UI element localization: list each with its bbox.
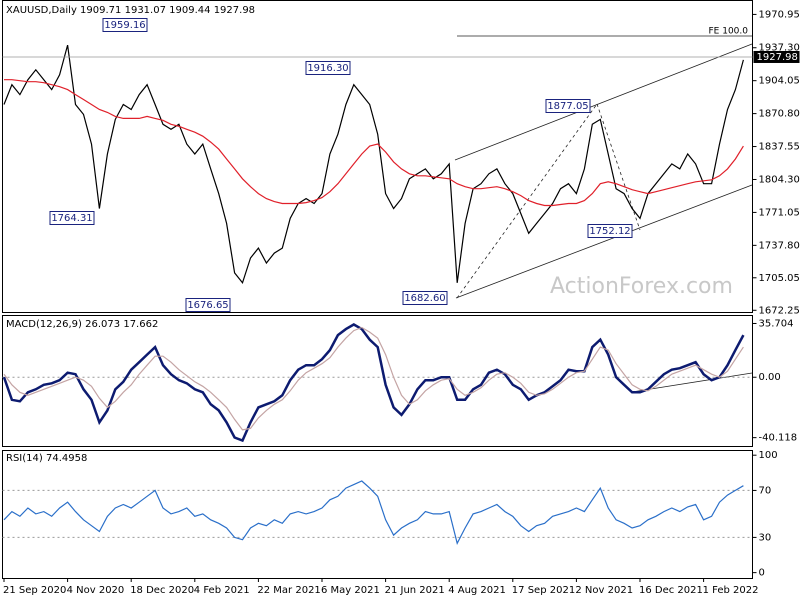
y-tick-label: 1870.80 [759,109,800,120]
x-tick-label: 2 Nov 2021 [575,585,633,596]
reading: 26.073 [85,319,120,330]
low: 1909.44 [169,5,210,16]
x-tick-label: 4 Nov 2020 [67,585,125,596]
y-tick-label: 30 [759,532,772,543]
x-tick-label: 16 Dec 2021 [639,585,703,596]
symbol: XAUUSD,Daily [6,5,77,16]
y-tick-label: 1672.25 [759,305,800,316]
x-tick-label: 4 Aug 2021 [448,585,506,596]
series-line [4,79,744,207]
annotation-box [185,298,231,312]
annotation-label: 1916.30 [307,63,348,74]
series-line [2,323,745,443]
reading: 17.662 [123,319,158,330]
indicator: RSI(14) [6,453,43,464]
annotation-label: 1676.65 [187,300,228,311]
annotation-label: 1752.12 [589,226,630,237]
annotation-box [305,61,351,75]
chart-title: XAUUSD,Daily 1909.71 1931.07 1909.44 192… [6,5,255,16]
annotation-label: 1959.16 [104,20,145,31]
series-line [3,326,744,431]
last-price-label: 1927.98 [757,52,798,63]
fe-label: FE 100.0 [709,27,749,37]
y-tick-label: 1937.30 [759,43,800,54]
y-tick-label: 1705.05 [759,273,800,284]
macd-panel [2,315,753,447]
price-panel [2,0,753,313]
annotation-box [402,291,448,305]
watermark: ActionForex.com [550,274,733,299]
y-tick-label: 35.704 [759,318,794,329]
y-tick-label: 70 [759,485,772,496]
y-tick-label: -40.118 [759,433,798,444]
series-line [3,44,744,285]
rsi-title: RSI(14) 74.4958 [6,453,87,464]
channel-upper [454,43,753,161]
y-tick-label: 1904.05 [759,76,800,87]
y-tick-label: 1837.55 [759,142,800,153]
x-tick-label: 22 Mar 2021 [257,585,320,596]
x-tick-label: 4 Feb 2021 [194,585,250,596]
rsi-panel [2,450,753,579]
open: 1909.71 [80,5,121,16]
y-tick-label: 1804.30 [759,174,800,185]
last-price-box [753,50,800,63]
x-tick-label: 6 May 2021 [321,585,380,596]
annotation-label: 1764.31 [51,213,92,224]
x-tick-label: 1 Feb 2022 [703,585,759,596]
macd-title: MACD(12,26,9) 26.073 17.662 [6,319,158,330]
annotation-label: 1682.60 [404,293,445,304]
annotation-box [102,18,148,32]
indicator: MACD(12,26,9) [6,319,82,330]
annotation-box [587,224,633,238]
annotation-box [545,99,591,113]
close: 1927.98 [214,5,255,16]
y-tick-label: 1737.80 [759,240,800,251]
series-line [3,480,744,545]
y-tick-label: 1771.05 [759,207,800,218]
x-tick-label: 21 Sep 2020 [3,585,66,596]
high: 1931.07 [125,5,166,16]
reading: 74.4958 [46,453,87,464]
x-tick-label: 18 Dec 2020 [130,585,194,596]
channel-lower [455,184,753,299]
y-tick-label: 0.00 [759,372,781,383]
x-tick-label: 21 Jun 2021 [385,585,445,596]
y-tick-label: 1970.95 [759,9,800,20]
x-tick-label: 17 Sep 2021 [512,585,575,596]
y-tick-label: 100 [759,450,778,461]
annotation-label: 1877.05 [547,101,588,112]
annotation-box [49,211,95,225]
y-tick-label: 0 [759,568,765,579]
projection-line [456,103,598,299]
